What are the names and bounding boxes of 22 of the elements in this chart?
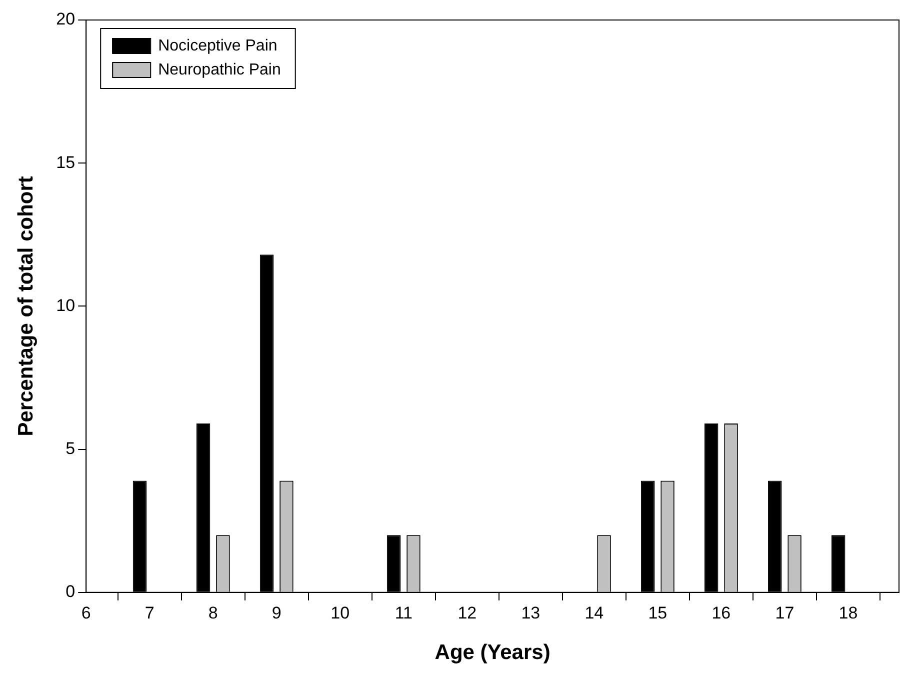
x-tick-label: 13 (521, 603, 540, 622)
x-tick-label: 10 (330, 603, 350, 622)
x-tick-label: 12 (458, 603, 477, 622)
x-tick-label: 9 (272, 603, 282, 622)
x-axis-title: Age (Years) (434, 641, 550, 664)
x-tick-label: 17 (775, 603, 794, 622)
x-tick-label: 14 (584, 603, 604, 622)
y-tick-label: 5 (66, 438, 76, 458)
legend-label: Neuropathic Pain (158, 61, 281, 78)
y-tick-label: 0 (66, 582, 76, 602)
x-tick-label: 8 (208, 603, 218, 622)
x-tick-label: 15 (648, 603, 668, 622)
legend-label: Nociceptive Pain (158, 37, 278, 54)
x-tick-label: 18 (838, 603, 858, 622)
x-tick-label: 7 (144, 603, 154, 622)
x-tick-label: 6 (81, 603, 91, 622)
x-tick-label: 11 (394, 603, 412, 622)
y-tick-label: 20 (56, 10, 76, 29)
y-axis-title: Percentage of total cohort (14, 176, 38, 436)
y-tick-label: 15 (56, 152, 76, 172)
x-tick-label: 16 (712, 603, 731, 622)
y-tick-label: 10 (56, 296, 76, 315)
